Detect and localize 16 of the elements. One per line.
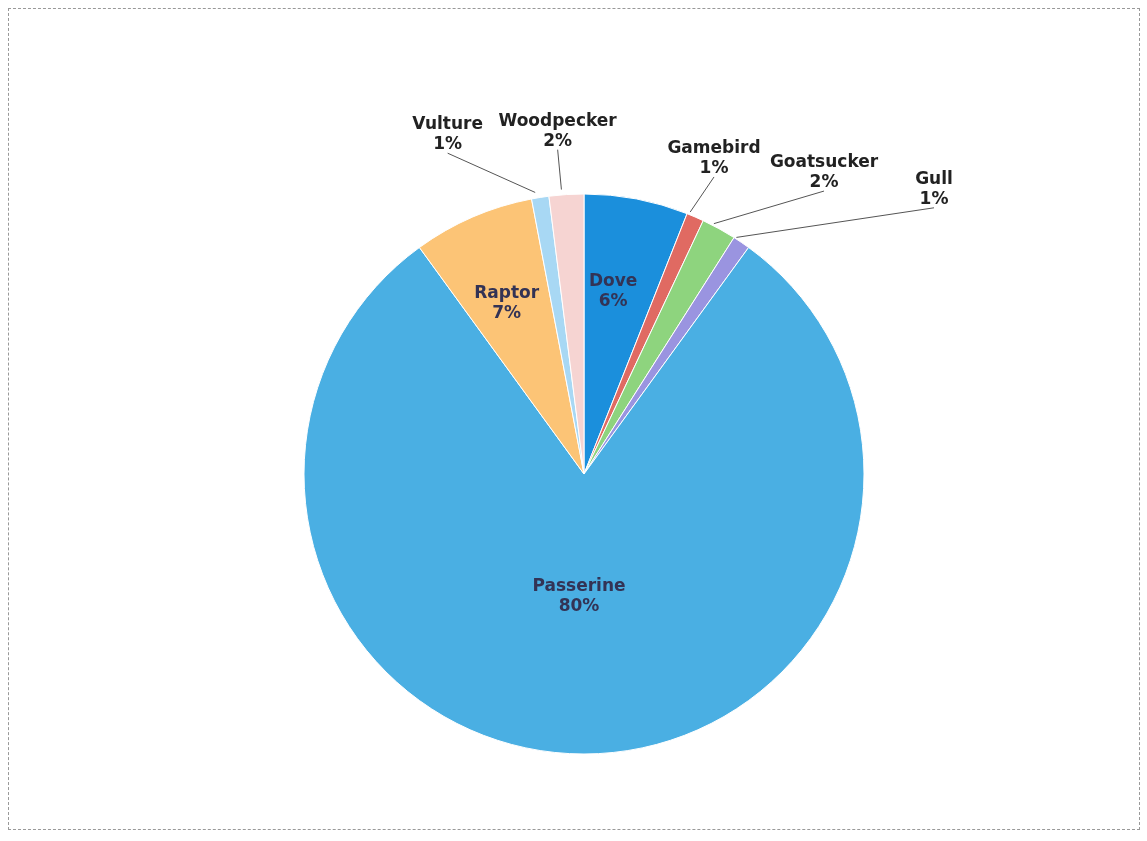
data-label: 7% bbox=[492, 301, 522, 322]
data-label: 1% bbox=[699, 156, 729, 177]
slice-label: Gamebird bbox=[667, 136, 761, 157]
data-label: 6% bbox=[598, 290, 628, 311]
data-label: 2% bbox=[543, 129, 573, 150]
data-label: 2% bbox=[809, 171, 839, 192]
slice-label: Vulture bbox=[412, 113, 483, 134]
slice-label: Gull bbox=[915, 167, 953, 188]
data-label: 1% bbox=[433, 133, 463, 154]
slice-label: Dove bbox=[588, 270, 638, 291]
slice-label: Goatsucker bbox=[769, 151, 879, 172]
slice-label: Raptor bbox=[474, 281, 540, 302]
data-label: 80% bbox=[558, 595, 600, 615]
slice-label: Passerine bbox=[532, 575, 626, 595]
data-label: 1% bbox=[919, 187, 949, 208]
slice-label: Woodpecker bbox=[498, 109, 618, 130]
